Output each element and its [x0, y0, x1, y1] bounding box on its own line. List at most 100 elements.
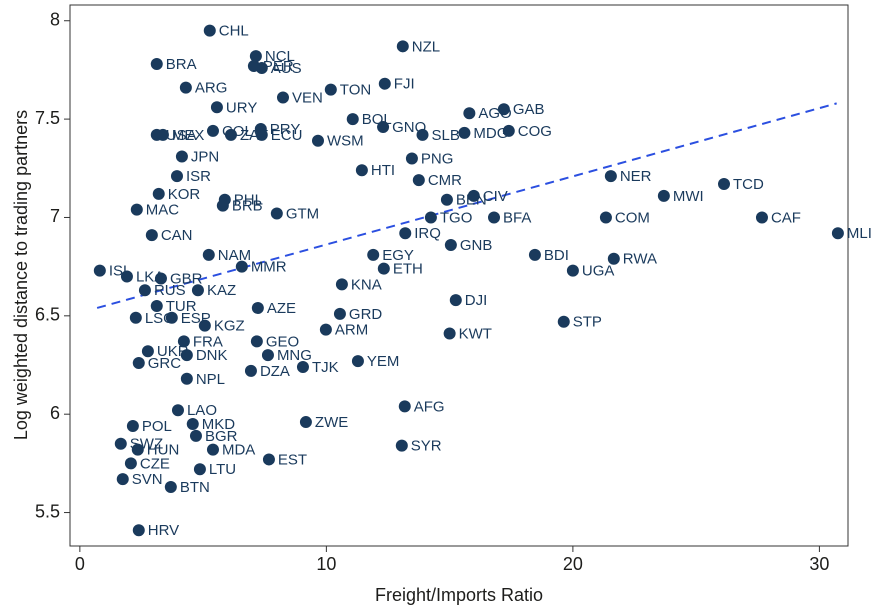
- point-label: ISR: [186, 168, 211, 185]
- point: [179, 81, 192, 94]
- point: [831, 227, 844, 240]
- point: [191, 284, 204, 297]
- point-label: AFG: [414, 398, 445, 415]
- point: [270, 207, 283, 220]
- y-tick-label: 8: [50, 9, 60, 29]
- point-label: SYR: [411, 438, 442, 455]
- point: [333, 307, 346, 320]
- point: [180, 349, 193, 362]
- point: [193, 463, 206, 476]
- point-label: BEN: [456, 192, 487, 209]
- point: [255, 61, 268, 74]
- point-label: EGY: [382, 247, 414, 264]
- x-tick-label: 30: [809, 554, 829, 574]
- point: [210, 101, 223, 114]
- point-label: ZWE: [315, 414, 348, 431]
- point: [443, 327, 456, 340]
- point: [203, 24, 216, 37]
- point-label: CAF: [771, 209, 801, 226]
- point: [604, 170, 617, 183]
- point: [488, 211, 501, 224]
- point-label: SLB: [432, 127, 460, 144]
- point-label: BRA: [166, 56, 197, 73]
- point: [324, 83, 337, 96]
- point-label: MKD: [202, 416, 236, 433]
- point: [202, 248, 215, 261]
- y-tick-label: 6: [50, 403, 60, 423]
- point: [367, 248, 380, 261]
- point: [189, 429, 202, 442]
- point-label: ARM: [335, 322, 368, 339]
- point-label: CMR: [428, 172, 462, 189]
- point-label: NCL: [265, 48, 295, 65]
- point: [467, 189, 480, 202]
- point: [206, 124, 219, 137]
- point: [261, 349, 274, 362]
- point: [378, 77, 391, 90]
- point: [351, 355, 364, 368]
- point-label: HTI: [371, 162, 395, 179]
- point: [198, 319, 211, 332]
- point-label: PNG: [421, 150, 454, 167]
- point-label: ECU: [271, 127, 303, 144]
- point: [528, 248, 541, 261]
- point: [599, 211, 612, 224]
- point-label: MAC: [146, 202, 180, 219]
- plot-frame: [69, 4, 849, 547]
- point-label: CHL: [219, 23, 249, 40]
- point-label: MLI: [847, 225, 872, 242]
- y-tick-label: 7: [50, 206, 60, 226]
- point: [440, 193, 453, 206]
- point: [138, 284, 151, 297]
- point: [164, 480, 177, 493]
- point-label: MEX: [172, 127, 205, 144]
- point: [130, 203, 143, 216]
- point: [497, 103, 510, 116]
- point-label: GEO: [266, 333, 299, 350]
- point-label: MDG: [473, 125, 508, 142]
- point-label: BGR: [205, 428, 238, 445]
- point: [335, 278, 348, 291]
- point-label: UGA: [582, 263, 615, 280]
- point-label: PRY: [270, 121, 301, 138]
- point-label: DNK: [196, 347, 228, 364]
- point: [377, 120, 390, 133]
- y-tick-label: 7.5: [35, 108, 60, 128]
- point: [124, 457, 137, 470]
- point-label: COM: [615, 209, 650, 226]
- point: [250, 335, 263, 348]
- point: [177, 335, 190, 348]
- x-tick-label: 20: [563, 554, 583, 574]
- point-label: MWI: [673, 188, 704, 205]
- point-label: BRB: [232, 198, 263, 215]
- point-label: KOR: [168, 186, 201, 203]
- point: [355, 164, 368, 177]
- point-label: EST: [278, 451, 307, 468]
- point: [206, 443, 219, 456]
- point-label: NZL: [412, 38, 440, 55]
- point: [93, 264, 106, 277]
- y-axis-title: Log weighted distance to trading partner…: [11, 110, 31, 440]
- point: [398, 400, 411, 413]
- point: [718, 178, 731, 191]
- point: [150, 299, 163, 312]
- point-label: CIV: [483, 188, 508, 205]
- point: [311, 134, 324, 147]
- point: [152, 187, 165, 200]
- point-label: GRC: [148, 355, 182, 372]
- point: [186, 418, 199, 431]
- point-label: KWT: [459, 326, 492, 343]
- point: [129, 311, 142, 324]
- point-label: RUS: [154, 282, 186, 299]
- point-label: NAM: [218, 247, 251, 264]
- point: [224, 128, 237, 141]
- point: [755, 211, 768, 224]
- point-label: MDA: [222, 442, 255, 459]
- point: [396, 40, 409, 53]
- point-label: TON: [340, 82, 371, 99]
- point: [463, 107, 476, 120]
- point: [416, 128, 429, 141]
- x-tick-label: 10: [316, 554, 336, 574]
- point-label: SVN: [132, 471, 163, 488]
